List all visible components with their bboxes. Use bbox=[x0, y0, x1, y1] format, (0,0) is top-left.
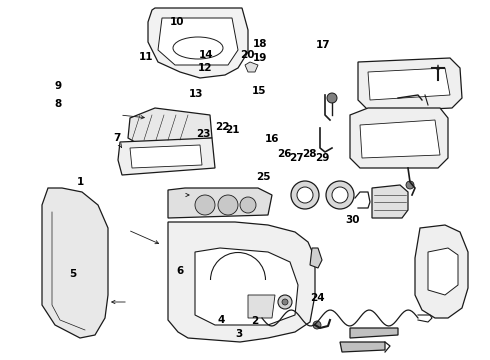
Text: 15: 15 bbox=[251, 86, 266, 96]
Text: 13: 13 bbox=[189, 89, 203, 99]
Circle shape bbox=[423, 95, 433, 105]
Polygon shape bbox=[245, 62, 258, 72]
Polygon shape bbox=[372, 185, 408, 218]
Circle shape bbox=[282, 299, 288, 305]
Polygon shape bbox=[360, 120, 440, 158]
Polygon shape bbox=[130, 145, 202, 168]
Circle shape bbox=[326, 181, 354, 209]
Text: 11: 11 bbox=[139, 52, 153, 62]
Polygon shape bbox=[340, 342, 385, 352]
Text: 25: 25 bbox=[256, 172, 271, 182]
Text: 7: 7 bbox=[113, 132, 121, 143]
Polygon shape bbox=[168, 188, 272, 218]
Polygon shape bbox=[428, 248, 458, 295]
Polygon shape bbox=[128, 108, 212, 145]
Text: 30: 30 bbox=[345, 215, 360, 225]
Text: 4: 4 bbox=[218, 315, 225, 325]
Text: 24: 24 bbox=[310, 293, 325, 303]
Text: 22: 22 bbox=[215, 122, 229, 132]
Text: 27: 27 bbox=[289, 153, 304, 163]
Circle shape bbox=[240, 197, 256, 213]
Polygon shape bbox=[248, 295, 275, 318]
Text: 23: 23 bbox=[196, 129, 211, 139]
Circle shape bbox=[402, 94, 410, 102]
Text: 8: 8 bbox=[54, 99, 61, 109]
Text: 9: 9 bbox=[54, 81, 61, 91]
Text: 29: 29 bbox=[315, 153, 330, 163]
Text: 16: 16 bbox=[265, 134, 279, 144]
Polygon shape bbox=[350, 108, 448, 168]
Circle shape bbox=[332, 187, 348, 203]
Text: 28: 28 bbox=[302, 149, 317, 159]
Text: 19: 19 bbox=[252, 53, 267, 63]
Circle shape bbox=[278, 295, 292, 309]
Polygon shape bbox=[310, 248, 322, 268]
Polygon shape bbox=[415, 225, 468, 318]
Circle shape bbox=[195, 195, 215, 215]
Polygon shape bbox=[358, 58, 462, 112]
Polygon shape bbox=[168, 222, 315, 342]
Text: 3: 3 bbox=[236, 329, 243, 339]
Circle shape bbox=[297, 187, 313, 203]
Text: 1: 1 bbox=[77, 177, 84, 187]
Text: 26: 26 bbox=[277, 149, 292, 159]
Text: 12: 12 bbox=[197, 63, 212, 73]
Text: 6: 6 bbox=[177, 266, 184, 276]
Circle shape bbox=[218, 195, 238, 215]
Circle shape bbox=[433, 78, 443, 88]
Text: 5: 5 bbox=[69, 269, 76, 279]
Polygon shape bbox=[350, 328, 398, 338]
Text: 18: 18 bbox=[252, 39, 267, 49]
Circle shape bbox=[313, 321, 321, 329]
Polygon shape bbox=[368, 68, 450, 100]
Text: 2: 2 bbox=[251, 316, 258, 326]
Circle shape bbox=[291, 181, 319, 209]
Polygon shape bbox=[42, 188, 108, 338]
Circle shape bbox=[327, 93, 337, 103]
Text: 14: 14 bbox=[198, 50, 213, 60]
Text: 10: 10 bbox=[170, 17, 185, 27]
Polygon shape bbox=[158, 18, 238, 65]
Circle shape bbox=[406, 181, 414, 189]
Polygon shape bbox=[148, 8, 248, 78]
Polygon shape bbox=[118, 138, 215, 175]
Text: 20: 20 bbox=[240, 50, 255, 60]
Text: 17: 17 bbox=[316, 40, 331, 50]
Text: 21: 21 bbox=[225, 125, 240, 135]
Polygon shape bbox=[195, 248, 298, 325]
